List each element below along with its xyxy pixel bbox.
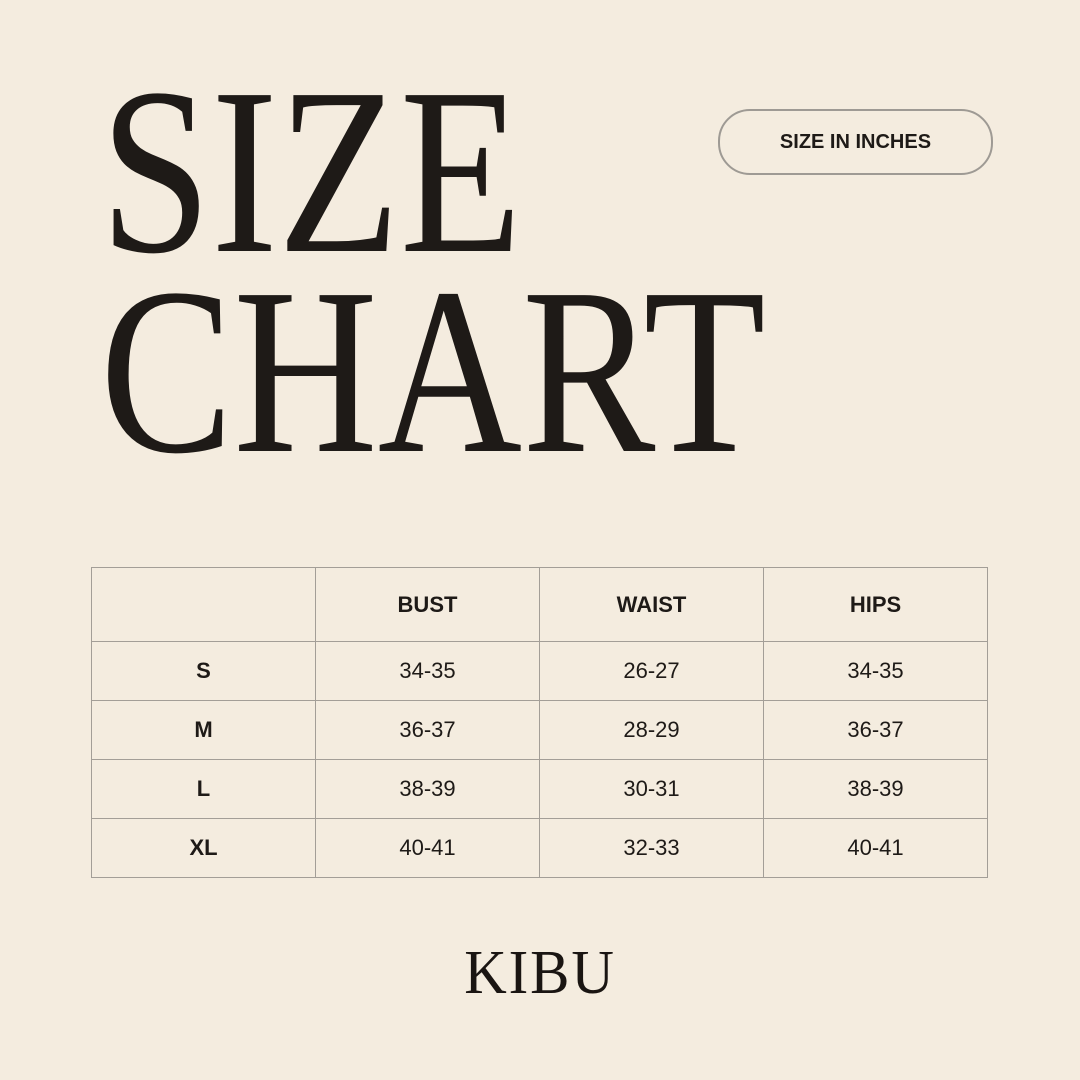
title-line-2: CHART [100,240,766,503]
waist-cell: 26-27 [539,641,764,701]
size-label: S [91,641,316,701]
bust-cell: 38-39 [315,759,540,819]
waist-cell: 32-33 [539,818,764,878]
table-header-row: BUST WAIST HIPS [91,567,988,642]
bust-cell: 40-41 [315,818,540,878]
size-unit-badge: SIZE IN INCHES [718,109,993,175]
size-label: L [91,759,316,819]
table-row: S 34-35 26-27 34-35 [91,641,988,701]
table-row: M 36-37 28-29 36-37 [91,700,988,760]
table-row: L 38-39 30-31 38-39 [91,759,988,819]
header-empty [91,567,316,642]
size-label: XL [91,818,316,878]
header-bust: BUST [315,567,540,642]
title-line-1: SIZE [100,40,523,303]
hips-cell: 38-39 [763,759,988,819]
hips-cell: 36-37 [763,700,988,760]
bust-cell: 34-35 [315,641,540,701]
header-waist: WAIST [539,567,764,642]
hips-cell: 40-41 [763,818,988,878]
waist-cell: 30-31 [539,759,764,819]
waist-cell: 28-29 [539,700,764,760]
size-table: BUST WAIST HIPS S 34-35 26-27 34-35 M 36… [91,567,988,878]
brand-logo: KIBU [464,939,616,1007]
size-label: M [91,700,316,760]
header-hips: HIPS [763,567,988,642]
bust-cell: 36-37 [315,700,540,760]
hips-cell: 34-35 [763,641,988,701]
table-row: XL 40-41 32-33 40-41 [91,818,988,878]
